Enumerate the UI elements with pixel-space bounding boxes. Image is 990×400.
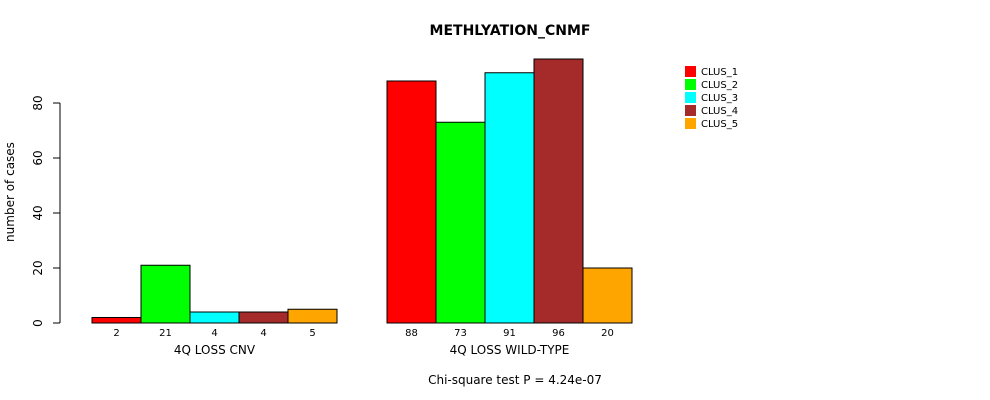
bar-clus-2-group-1 bbox=[140, 264, 191, 324]
count-label: 96 bbox=[552, 328, 565, 339]
bar-clus-4-group-1 bbox=[238, 311, 289, 324]
count-labels: 2 21 4 4 5 88 73 91 96 20 bbox=[113, 328, 614, 339]
count-label: 5 bbox=[309, 328, 315, 339]
y-tick-label: 40 bbox=[31, 205, 45, 220]
legend-swatch-clus-4 bbox=[685, 105, 696, 116]
bars bbox=[91, 58, 633, 324]
legend-label: CLUS_4 bbox=[701, 106, 738, 117]
count-label: 88 bbox=[405, 328, 418, 339]
count-label: 21 bbox=[159, 328, 172, 339]
y-axis-title: number of cases bbox=[3, 142, 17, 242]
legend-label: CLUS_2 bbox=[701, 80, 738, 91]
legend-label: CLUS_3 bbox=[701, 93, 738, 104]
legend-label: CLUS_1 bbox=[701, 67, 738, 78]
count-label: 73 bbox=[454, 328, 467, 339]
group-label: 4Q LOSS CNV bbox=[174, 343, 256, 357]
group-labels: 4Q LOSS CNV 4Q LOSS WILD-TYPE bbox=[174, 343, 569, 357]
legend-swatch-clus-3 bbox=[685, 92, 696, 103]
count-label: 91 bbox=[503, 328, 516, 339]
bar-clus-5-group-2 bbox=[582, 267, 633, 324]
y-tick-label: 60 bbox=[31, 150, 45, 165]
legend-label: CLUS_5 bbox=[701, 119, 738, 130]
count-label: 4 bbox=[260, 328, 266, 339]
group-label: 4Q LOSS WILD-TYPE bbox=[450, 343, 570, 357]
bar-clus-3-group-1 bbox=[189, 311, 240, 324]
y-tick-label: 20 bbox=[31, 260, 45, 275]
legend-swatch-clus-1 bbox=[685, 66, 696, 77]
bar-clus-3-group-2 bbox=[484, 72, 535, 324]
bar-clus-1-group-1 bbox=[91, 317, 142, 324]
bar-clus-4-group-2 bbox=[533, 58, 584, 324]
y-tick-label: 0 bbox=[31, 319, 45, 327]
y-axis: 0 20 40 60 80 bbox=[31, 95, 61, 327]
count-label: 20 bbox=[601, 328, 614, 339]
bar-clus-2-group-2 bbox=[435, 121, 486, 324]
bar-clus-1-group-2 bbox=[386, 80, 437, 324]
count-label: 4 bbox=[211, 328, 217, 339]
legend: CLUS_1 CLUS_2 CLUS_3 CLUS_4 CLUS_5 bbox=[685, 66, 738, 130]
legend-swatch-clus-2 bbox=[685, 79, 696, 90]
chart-title: METHLYATION_CNMF bbox=[430, 23, 591, 39]
y-tick-label: 80 bbox=[31, 95, 45, 110]
chi-square-footnote: Chi-square test P = 4.24e-07 bbox=[428, 373, 602, 387]
bar-clus-5-group-1 bbox=[287, 308, 338, 324]
count-label: 2 bbox=[113, 328, 119, 339]
legend-swatch-clus-5 bbox=[685, 118, 696, 129]
